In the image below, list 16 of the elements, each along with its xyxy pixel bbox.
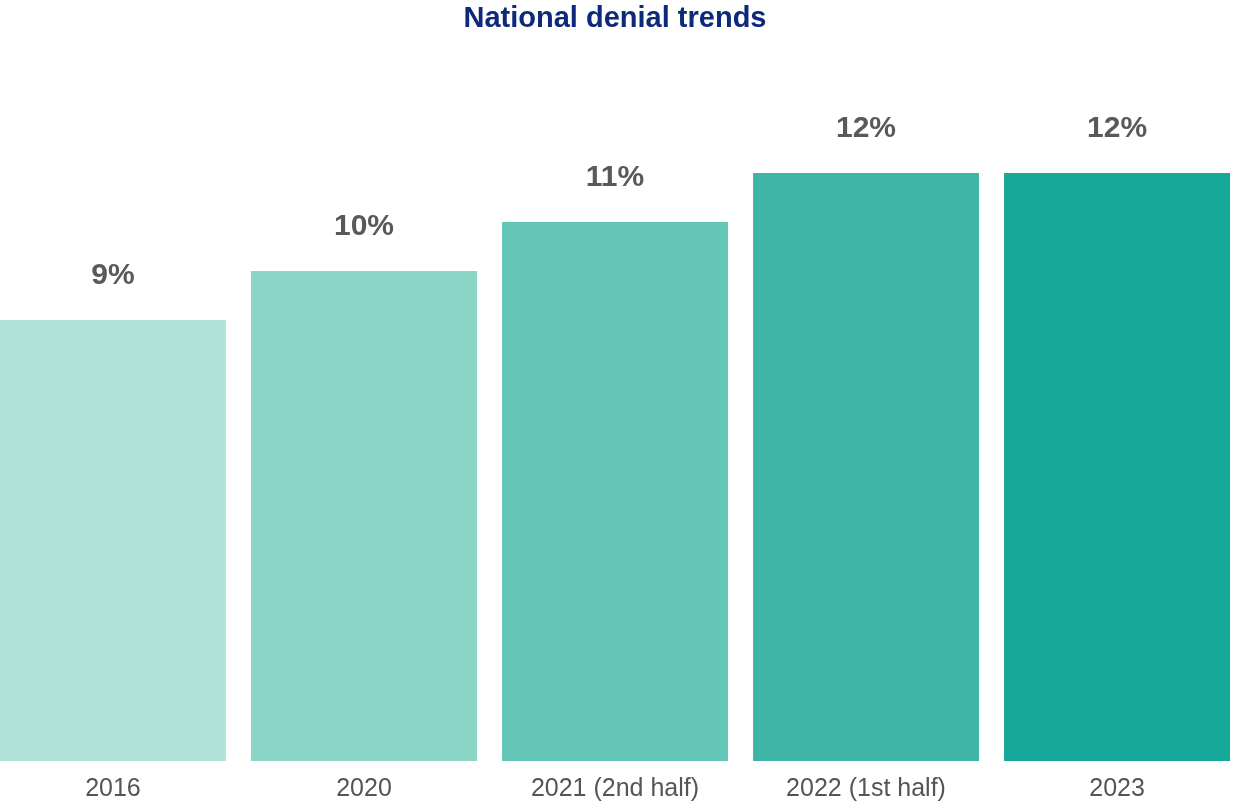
bar [1004,173,1230,761]
x-tick-label: 2016 [85,772,141,801]
data-label: 9% [91,257,135,290]
x-tick-label: 2020 [336,772,392,801]
data-label: 11% [585,159,645,192]
bar [0,320,226,761]
bar [251,271,477,761]
data-label: 10% [333,208,394,241]
x-tick-label: 2021 (2nd half) [530,772,700,801]
chart-title: National denial trends [463,1,767,33]
data-label: 12% [1087,110,1148,143]
bar [753,173,979,761]
data-label: 12% [836,110,897,143]
x-tick-label: 2023 [1089,772,1145,801]
bar [502,222,728,761]
x-tick-label: 2022 (1st half) [786,772,946,801]
